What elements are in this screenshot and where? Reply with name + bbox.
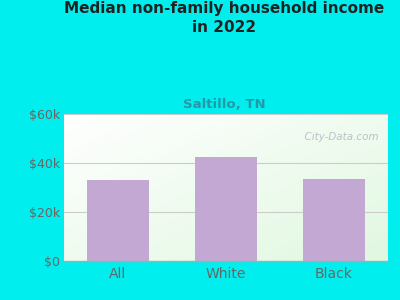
Text: Median non-family household income
in 2022: Median non-family household income in 20… [64,2,384,35]
Text: Saltillo, TN: Saltillo, TN [183,98,265,110]
Bar [87,180,149,261]
Bar [303,179,365,261]
Bar [195,157,257,261]
Text: City-Data.com: City-Data.com [298,132,378,142]
